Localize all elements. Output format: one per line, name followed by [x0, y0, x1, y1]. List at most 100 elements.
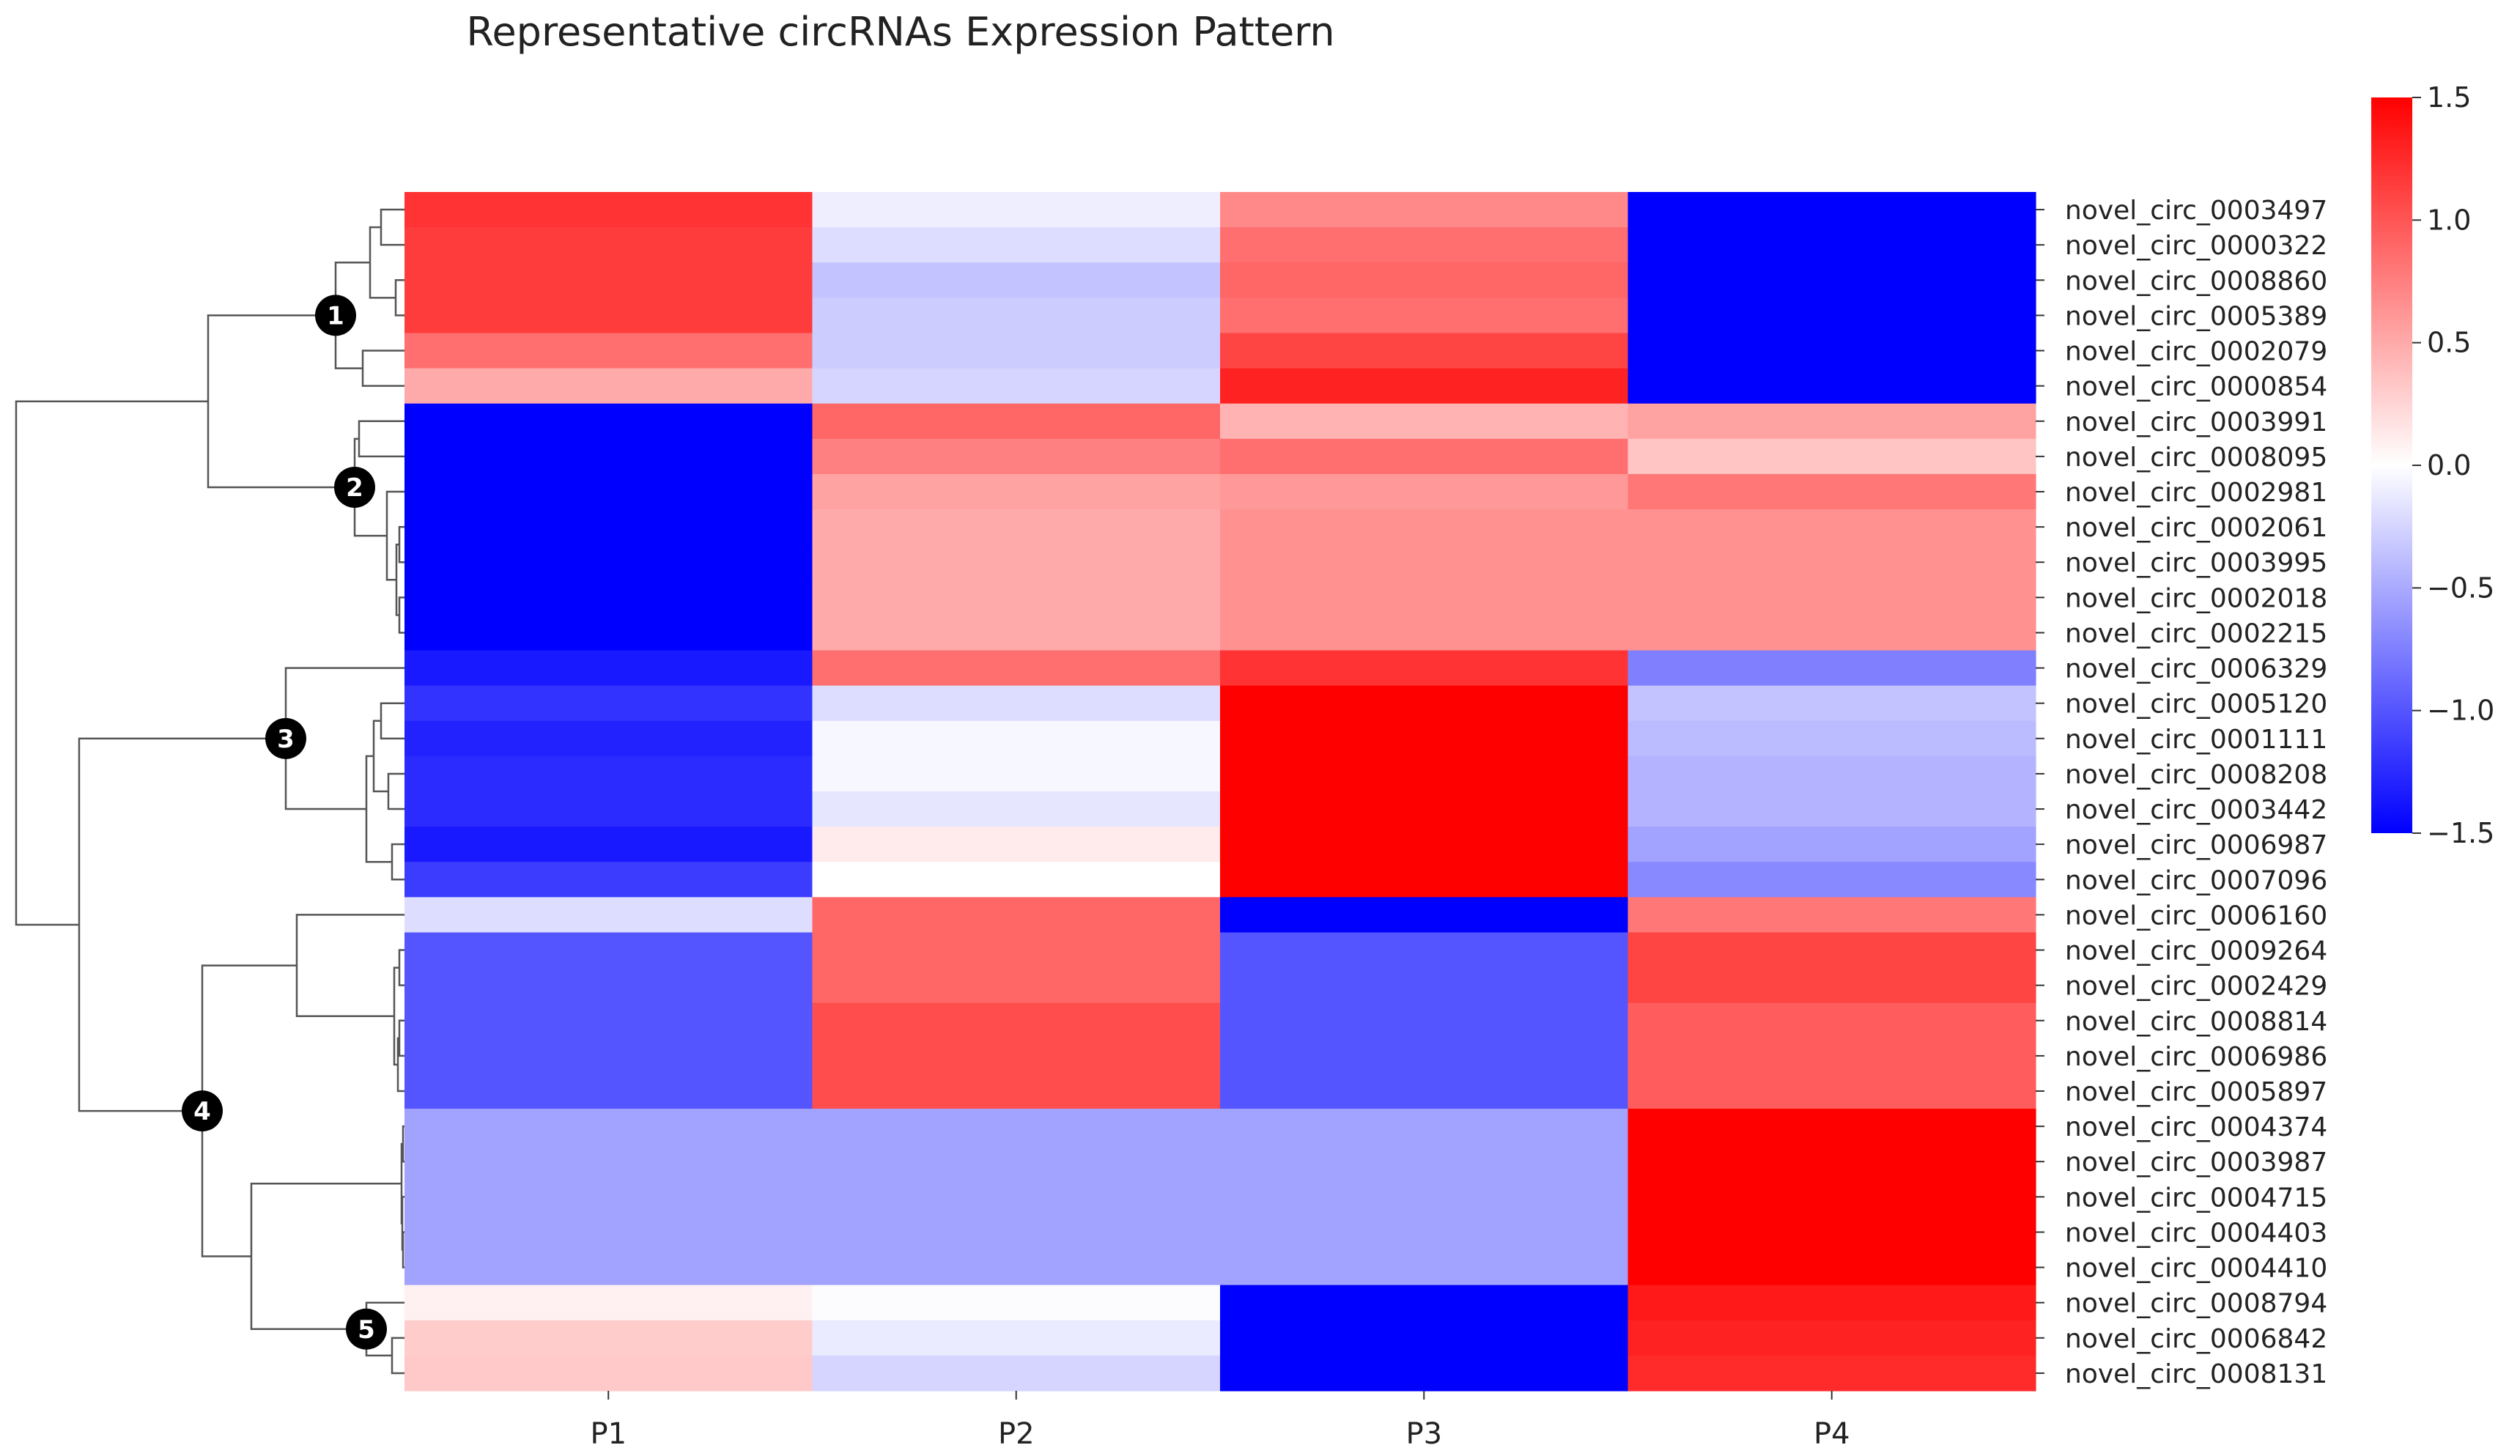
heatmap-cell: [812, 1038, 1221, 1074]
heatmap-cell: [404, 1002, 813, 1039]
heatmap-cell: [1220, 403, 1629, 440]
heatmap-cell: [1627, 1109, 2036, 1145]
heatmap-cell: [404, 685, 813, 722]
heatmap-cell: [812, 720, 1221, 757]
heatmap-cell: [1627, 544, 2036, 580]
column-label: P4: [1814, 1417, 1850, 1451]
heatmap-cell: [812, 580, 1221, 616]
row-label: novel_circ_0005897: [2065, 1077, 2327, 1107]
row-dendrogram: [15, 208, 404, 1375]
heatmap-cell: [812, 227, 1221, 263]
heatmap-cell: [1627, 1038, 2036, 1074]
dendrogram-link: [393, 967, 399, 1066]
heatmap-cell: [1627, 333, 2036, 369]
heatmap-cell: [1627, 1073, 2036, 1109]
cluster-label: 4: [193, 1097, 211, 1126]
heatmap-cell: [1220, 1355, 1629, 1392]
heatmap-cell: [404, 932, 813, 969]
heatmap-cell: [404, 1285, 813, 1321]
heatmap-cell: [1220, 685, 1629, 722]
row-label: novel_circ_0002215: [2065, 618, 2327, 648]
heatmap-cell: [812, 650, 1221, 687]
heatmap-cell: [404, 227, 813, 263]
row-label: novel_circ_0000322: [2065, 231, 2327, 261]
row-label: novel_circ_0003442: [2065, 795, 2327, 825]
heatmap-cell: [1627, 897, 2036, 934]
heatmap-cell: [1220, 720, 1629, 757]
heatmap-cell: [404, 580, 813, 616]
heatmap-cell: [812, 791, 1221, 827]
column-label: P3: [1405, 1417, 1442, 1451]
heatmap-cell: [1220, 333, 1629, 369]
heatmap-cell: [812, 685, 1221, 722]
heatmap-cell: [812, 897, 1221, 934]
row-label: novel_circ_0005389: [2065, 301, 2327, 331]
heatmap-cell: [812, 192, 1221, 228]
heatmap-cell: [1627, 932, 2036, 969]
row-label: novel_circ_0006842: [2065, 1324, 2327, 1354]
heatmap-cell: [1220, 1320, 1629, 1356]
heatmap-cell: [812, 615, 1221, 651]
colorbar-tick-label: 1.0: [2427, 204, 2471, 236]
dendrogram-link: [369, 226, 396, 299]
row-label: novel_circ_0008860: [2065, 266, 2327, 296]
row-label: novel_circ_0006160: [2065, 901, 2327, 931]
dendrogram-link: [398, 525, 404, 563]
heatmap-cell: [1627, 1144, 2036, 1180]
row-label: novel_circ_0008794: [2065, 1289, 2327, 1319]
heatmap-cell: [1220, 368, 1629, 404]
dendrogram-link: [358, 420, 404, 458]
heatmap-cell: [1627, 580, 2036, 616]
heatmap-cell: [1220, 1214, 1629, 1251]
heatmap-cell: [1220, 580, 1629, 616]
row-label: novel_circ_0008208: [2065, 760, 2327, 790]
row-label: novel_circ_0002018: [2065, 583, 2327, 613]
heatmap-cell: [1627, 755, 2036, 792]
cluster-node: [315, 295, 356, 336]
heatmap-cell: [1220, 227, 1629, 263]
heatmap-cell: [404, 862, 813, 898]
colorbar-tick-label: 0.5: [2427, 327, 2471, 359]
heatmap-cell: [1627, 1002, 2036, 1039]
row-label: novel_circ_0004403: [2065, 1218, 2327, 1248]
heatmap-cell: [404, 1320, 813, 1356]
heatmap-cell: [812, 967, 1221, 1004]
heatmap-cell: [1220, 1144, 1629, 1180]
dendrogram-link: [398, 1019, 404, 1057]
heatmap-cell: [812, 1320, 1221, 1356]
heatmap-cell: [812, 932, 1221, 969]
row-label: novel_circ_0003995: [2065, 548, 2327, 578]
row-label: novel_circ_0000854: [2065, 372, 2327, 402]
row-label: novel_circ_0006986: [2065, 1042, 2327, 1072]
cluster-label: 2: [346, 473, 363, 503]
heatmap-cell: [404, 544, 813, 580]
heatmap-cell: [1627, 227, 2036, 263]
heatmap-cell: [1627, 403, 2036, 440]
heatmap-cell: [1220, 615, 1629, 651]
heatmap-cell: [404, 1249, 813, 1286]
heatmap-cell: [812, 1179, 1221, 1216]
heatmap-cell: [404, 967, 813, 1004]
row-label: novel_circ_0008131: [2065, 1359, 2327, 1389]
dendrogram-link: [395, 543, 399, 616]
heatmap-cell: [1627, 827, 2036, 862]
heatmap-cell: [1220, 1285, 1629, 1321]
heatmap-cell: [1627, 473, 2036, 510]
heatmap-cell: [404, 1179, 813, 1216]
cluster-node: [346, 1308, 387, 1350]
row-label: novel_circ_0004715: [2065, 1183, 2327, 1213]
dendrogram-link: [295, 914, 404, 1017]
dendrogram-link: [398, 596, 404, 634]
heatmap-cell: [812, 1285, 1221, 1321]
dendrogram-link: [15, 400, 208, 926]
heatmap-cell: [1220, 755, 1629, 792]
heatmap-cell: [1220, 1179, 1629, 1216]
row-label: novel_circ_0003991: [2065, 407, 2327, 437]
dendrogram-link: [402, 1125, 404, 1163]
cluster-node: [334, 466, 375, 508]
cluster-label: 1: [327, 301, 344, 330]
row-label: novel_circ_0009264: [2065, 936, 2327, 967]
heatmap-cell: [1220, 298, 1629, 334]
heatmap-cell: [812, 1355, 1221, 1392]
